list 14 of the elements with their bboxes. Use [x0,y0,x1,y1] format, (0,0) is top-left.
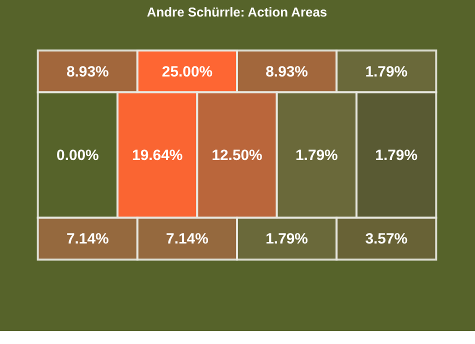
data-label: 7.14% [66,230,109,248]
data-label: 1.79% [266,230,308,248]
data-label: 3.57% [365,230,408,248]
data-label: 8.93% [266,63,308,80]
data-label: 1.79% [365,63,408,80]
data-label: 1.79% [375,147,418,164]
data-label: 19.64% [132,147,183,164]
text: Andre Schürrle: Action Areas [146,4,328,20]
data-label: 12.50% [212,147,262,164]
data-label: 7.14% [166,230,208,248]
data-label: 1.79% [296,147,338,164]
data-label: 8.93% [66,63,109,80]
data-label: 0.00% [56,147,99,164]
data-label: 25.00% [162,63,213,80]
